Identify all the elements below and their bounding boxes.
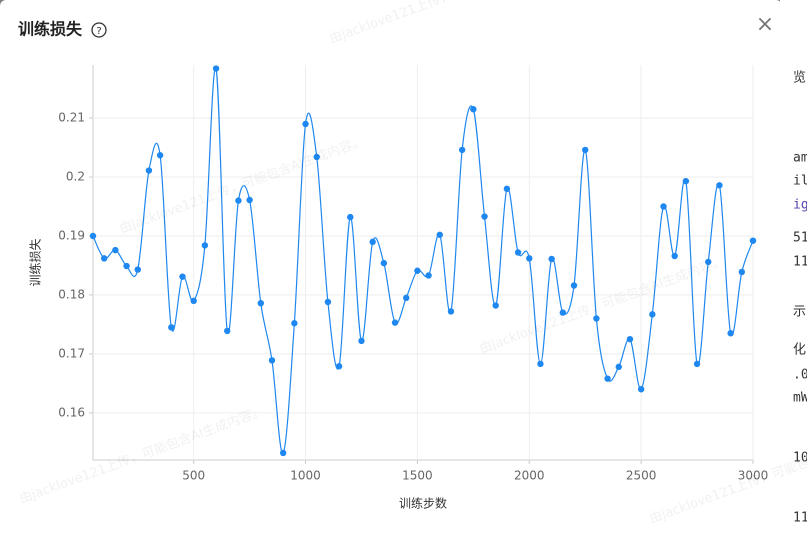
data-point xyxy=(279,449,287,457)
y-tick-label: 0.17 xyxy=(58,346,85,360)
modal xyxy=(0,0,782,535)
data-point xyxy=(268,357,276,364)
data-point xyxy=(313,153,320,161)
data-point xyxy=(89,232,97,240)
data-point xyxy=(716,182,723,189)
x-tick-label: 1000 xyxy=(290,469,321,483)
data-point xyxy=(570,282,578,289)
modal-title: 训练损失 xyxy=(18,20,83,39)
data-point xyxy=(660,203,667,210)
x-tick-label: 2000 xyxy=(514,469,545,483)
data-point xyxy=(626,335,634,343)
data-point xyxy=(123,262,130,270)
data-point xyxy=(749,237,757,244)
code-fragment: am xyxy=(793,151,807,166)
code-fragment: 化 xyxy=(793,343,806,358)
x-tick-label: 500 xyxy=(182,469,205,483)
data-point xyxy=(481,213,488,220)
data-point xyxy=(391,319,399,326)
data-point xyxy=(503,185,511,193)
data-point xyxy=(324,298,332,306)
data-point xyxy=(212,65,220,72)
data-point xyxy=(526,255,533,262)
data-point xyxy=(302,120,309,128)
code-fragment: il xyxy=(793,174,807,189)
data-point xyxy=(380,259,388,267)
code-fragment: mW xyxy=(793,391,807,406)
data-point xyxy=(246,196,253,204)
data-point xyxy=(358,337,365,345)
data-point xyxy=(403,294,410,302)
data-point xyxy=(604,375,611,382)
data-point xyxy=(447,308,455,315)
data-point xyxy=(436,231,443,238)
data-point xyxy=(615,363,622,371)
code-fragment: 览 xyxy=(793,70,806,86)
x-axis-label: 训练步数 xyxy=(399,496,447,511)
data-point xyxy=(112,246,119,254)
plot: 0.16 0.17 0.18 0.19 0.2 0.21 500 1000 1500 2000 25… xyxy=(28,65,769,511)
data-point xyxy=(145,167,153,174)
data-point xyxy=(582,146,589,154)
data-point xyxy=(649,311,656,318)
y-tick-label: 0.18 xyxy=(58,287,85,301)
data-point xyxy=(414,267,421,274)
data-point xyxy=(291,320,298,327)
y-tick-label: 0.2 xyxy=(66,170,85,184)
x-tick-label: 1500 xyxy=(402,469,433,483)
data-point xyxy=(100,255,108,262)
data-point xyxy=(179,273,186,280)
data-point xyxy=(369,238,376,246)
data-point xyxy=(727,330,734,337)
data-point xyxy=(347,213,354,221)
help-icon-text[interactable]: ? xyxy=(96,26,101,37)
data-point xyxy=(548,255,555,263)
data-point xyxy=(693,360,701,368)
y-tick-label: 0.19 xyxy=(58,228,85,242)
background-editor xyxy=(780,0,807,535)
data-point xyxy=(458,146,466,154)
code-fragment: 51 xyxy=(793,231,807,246)
data-point xyxy=(235,197,242,204)
code-fragment: .0 xyxy=(793,368,807,383)
help-icon[interactable] xyxy=(91,22,107,38)
x-tick-label: 2500 xyxy=(626,469,657,483)
data-point xyxy=(559,309,567,316)
data-point xyxy=(168,324,175,331)
code-fragment: 10 xyxy=(793,451,807,466)
data-point xyxy=(134,266,141,273)
code-fragment: 11 xyxy=(793,255,807,270)
y-axis-label: 训练损失 xyxy=(28,238,43,286)
data-point xyxy=(738,268,746,276)
data-point xyxy=(492,302,499,309)
data-point xyxy=(335,363,343,370)
data-point xyxy=(593,315,600,322)
code-fragment: 11 xyxy=(793,511,807,526)
x-tick-label: 3000 xyxy=(738,469,769,483)
y-tick-label: 0.21 xyxy=(58,111,85,125)
data-point xyxy=(257,299,264,307)
data-point xyxy=(156,152,164,159)
close-button[interactable]: × xyxy=(756,12,774,37)
data-point xyxy=(470,106,477,113)
code-fragment: ig xyxy=(793,198,807,213)
data-point xyxy=(671,252,678,260)
data-point xyxy=(682,177,690,185)
data-point xyxy=(705,258,712,266)
data-point xyxy=(201,242,209,249)
data-point xyxy=(190,297,197,305)
y-tick-label: 0.16 xyxy=(58,405,85,419)
background-code: 览 am il ig 51 11 示化 .0 mW 10 11 xyxy=(793,70,807,526)
data-point xyxy=(537,360,544,368)
data-point xyxy=(425,272,432,279)
data-point xyxy=(514,249,522,256)
data-point xyxy=(637,386,645,393)
code-fragment: 示 xyxy=(793,305,806,320)
data-point xyxy=(224,327,231,335)
